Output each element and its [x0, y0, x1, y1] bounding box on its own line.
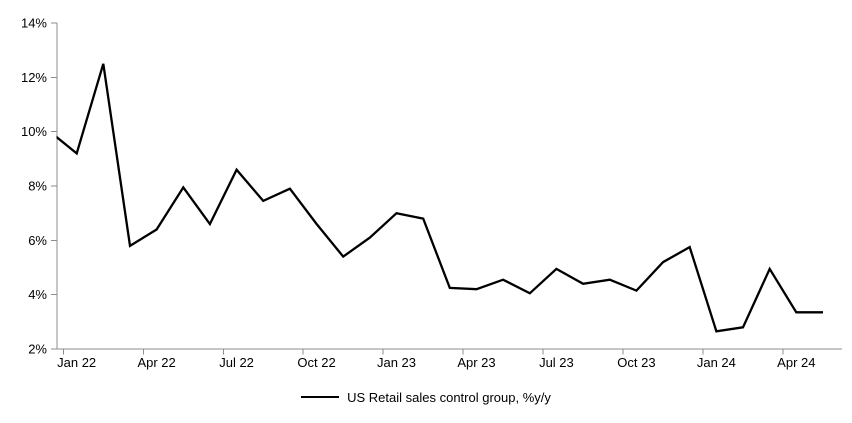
x-tick-label: Jan 22: [57, 355, 96, 370]
x-tick-label: Jul 22: [219, 355, 254, 370]
y-tick-label: 4%: [28, 287, 47, 302]
legend-line-sample-icon: [301, 396, 340, 398]
y-tick-label: 6%: [28, 233, 47, 248]
x-tick-label: Oct 23: [617, 355, 655, 370]
y-tick-label: 12%: [21, 70, 47, 85]
line-chart: 2% 4% 6% 8% 10% 12% 14% Jan 22 Apr 22 Jul 22 Oct 2…: [21, 16, 842, 370]
chart-legend: US Retail sales control group, %y/y: [0, 382, 852, 412]
x-tick-label: Apr 24: [777, 355, 815, 370]
series-line: [56, 63, 823, 333]
x-tick-label: Jan 24: [697, 355, 736, 370]
x-tick-label: Jan 23: [377, 355, 416, 370]
x-tick-label: Jul 23: [539, 355, 574, 370]
y-tick-label: 2%: [28, 342, 47, 357]
legend-series-label: US Retail sales control group, %y/y: [347, 389, 551, 405]
x-tick-label: Apr 22: [137, 355, 175, 370]
y-tick-label: 14%: [21, 16, 47, 31]
y-tick-label: 8%: [28, 179, 47, 194]
axes: [51, 22, 842, 355]
x-tick-label: Apr 23: [457, 355, 495, 370]
y-tick-label: 10%: [21, 124, 47, 139]
x-tick-label: Oct 22: [297, 355, 335, 370]
